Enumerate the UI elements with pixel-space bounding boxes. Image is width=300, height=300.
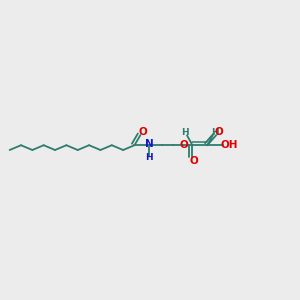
Text: H: H xyxy=(181,128,189,136)
Text: O: O xyxy=(138,127,147,137)
Text: H: H xyxy=(145,153,153,162)
Text: O: O xyxy=(214,127,223,137)
Text: N: N xyxy=(145,139,154,149)
Text: H: H xyxy=(211,128,219,136)
Text: O: O xyxy=(190,156,198,166)
Text: O: O xyxy=(180,140,188,150)
Text: OH: OH xyxy=(221,140,238,150)
